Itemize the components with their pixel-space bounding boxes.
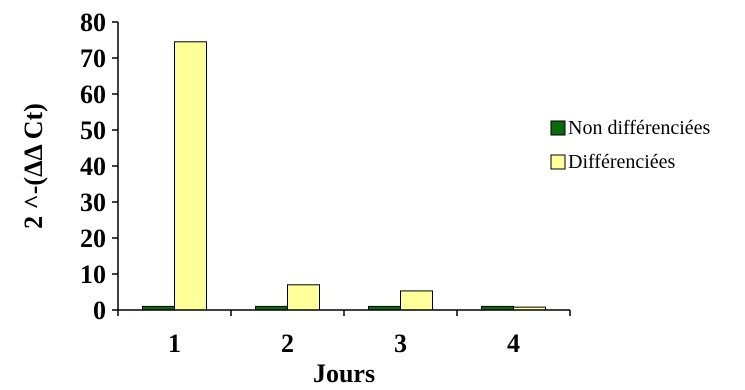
- bar-differenciees: [174, 41, 207, 311]
- bar-differenciees: [287, 284, 320, 311]
- y-tick-label: 0: [93, 296, 106, 325]
- legend-label-non-differenciees: Non différenciées: [568, 117, 711, 139]
- bars: [142, 41, 546, 311]
- legend-swatch-differenciees: [550, 154, 566, 170]
- x-tick-label: 4: [507, 329, 520, 358]
- bar-differenciees: [400, 290, 433, 311]
- y-tick-label: 60: [80, 80, 106, 109]
- y-tick-label: 70: [80, 44, 106, 73]
- x-axis-title: Jours: [313, 359, 375, 388]
- x-tick-marks: [117, 310, 571, 316]
- y-axis-title: 2 ^-(ΔΔ Ct): [19, 103, 48, 229]
- y-tick-label: 50: [80, 116, 106, 145]
- y-tick-label: 20: [80, 224, 106, 253]
- y-tick-label: 40: [80, 152, 106, 181]
- x-tick-label: 3: [394, 329, 407, 358]
- y-tick-labels: 0 10 20 30 40 50 60 70 80: [80, 8, 106, 325]
- x-tick-label: 2: [281, 329, 294, 358]
- y-tick-label: 10: [80, 260, 106, 289]
- y-tick-label: 80: [80, 8, 106, 37]
- legend: Non différenciées Différenciées: [550, 117, 711, 173]
- x-tick-labels: 1 2 3 4: [168, 329, 520, 358]
- legend-swatch-non-differenciees: [550, 120, 566, 136]
- y-tick-marks: [112, 21, 118, 311]
- y-tick-label: 30: [80, 188, 106, 217]
- x-tick-label: 1: [168, 329, 181, 358]
- legend-label-differenciees: Différenciées: [568, 151, 676, 173]
